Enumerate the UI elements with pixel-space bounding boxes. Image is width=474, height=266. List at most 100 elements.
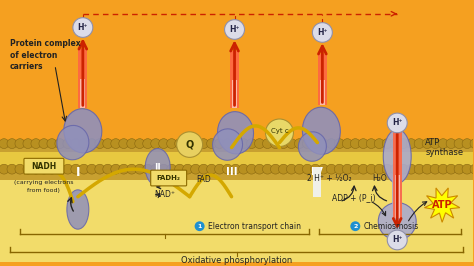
Circle shape — [238, 164, 248, 174]
Circle shape — [438, 164, 448, 174]
Circle shape — [55, 139, 65, 148]
Ellipse shape — [218, 112, 254, 154]
Circle shape — [278, 164, 289, 174]
Text: Q: Q — [185, 140, 194, 149]
Text: Protein complex
of electron
carriers: Protein complex of electron carriers — [10, 39, 81, 71]
Circle shape — [223, 139, 233, 148]
Circle shape — [47, 164, 57, 174]
Bar — [0, 177, 473, 262]
Circle shape — [406, 139, 416, 148]
Circle shape — [143, 139, 153, 148]
Circle shape — [470, 139, 474, 148]
Circle shape — [334, 139, 344, 148]
Text: IV: IV — [311, 167, 323, 177]
Circle shape — [215, 164, 225, 174]
Circle shape — [182, 139, 192, 148]
Circle shape — [390, 139, 400, 148]
Circle shape — [278, 139, 289, 148]
Circle shape — [199, 164, 209, 174]
Circle shape — [454, 139, 464, 148]
Text: (carrying electrons: (carrying electrons — [14, 180, 73, 185]
Circle shape — [7, 139, 17, 148]
Circle shape — [350, 139, 360, 148]
Circle shape — [334, 164, 344, 174]
Circle shape — [350, 164, 360, 174]
Text: H⁺: H⁺ — [392, 235, 402, 244]
Circle shape — [195, 221, 205, 231]
Text: I: I — [75, 166, 80, 178]
Circle shape — [23, 164, 33, 174]
Circle shape — [255, 164, 264, 174]
Circle shape — [310, 164, 320, 174]
Circle shape — [215, 139, 225, 148]
Text: III: III — [226, 167, 237, 177]
Circle shape — [255, 139, 264, 148]
Circle shape — [238, 139, 248, 148]
Circle shape — [302, 164, 312, 174]
Circle shape — [382, 164, 392, 174]
Circle shape — [374, 164, 384, 174]
Circle shape — [79, 164, 89, 174]
Circle shape — [366, 139, 376, 148]
Circle shape — [422, 164, 432, 174]
Text: NADH: NADH — [31, 162, 56, 171]
Text: from food): from food) — [27, 188, 60, 193]
Circle shape — [103, 139, 113, 148]
Circle shape — [31, 139, 41, 148]
Circle shape — [414, 139, 424, 148]
Circle shape — [87, 139, 97, 148]
Ellipse shape — [64, 109, 102, 153]
Bar — [0, 141, 473, 152]
Bar — [0, 152, 473, 172]
Text: II: II — [155, 163, 161, 172]
Circle shape — [327, 139, 337, 148]
Bar — [392, 177, 402, 211]
Text: FAD: FAD — [197, 176, 211, 185]
FancyBboxPatch shape — [24, 158, 64, 174]
Polygon shape — [424, 188, 460, 222]
Circle shape — [111, 139, 121, 148]
Bar — [80, 79, 85, 108]
Circle shape — [111, 164, 121, 174]
Circle shape — [358, 164, 368, 174]
Circle shape — [207, 139, 217, 148]
Circle shape — [462, 164, 472, 174]
Circle shape — [182, 164, 192, 174]
Circle shape — [430, 139, 440, 148]
Circle shape — [387, 113, 407, 133]
Circle shape — [406, 164, 416, 174]
Text: Electron transport chain: Electron transport chain — [208, 222, 301, 231]
Circle shape — [127, 139, 137, 148]
Circle shape — [79, 139, 89, 148]
Circle shape — [63, 139, 73, 148]
Text: FADH₂: FADH₂ — [157, 175, 181, 181]
Circle shape — [23, 139, 33, 148]
Circle shape — [342, 164, 352, 174]
Bar — [318, 54, 327, 105]
Circle shape — [319, 164, 328, 174]
Circle shape — [95, 164, 105, 174]
Circle shape — [327, 164, 337, 174]
Text: Chemiosmosis: Chemiosmosis — [363, 222, 419, 231]
Circle shape — [414, 164, 424, 174]
Circle shape — [127, 164, 137, 174]
Circle shape — [87, 164, 97, 174]
Circle shape — [398, 164, 408, 174]
Circle shape — [63, 164, 73, 174]
Circle shape — [350, 221, 360, 231]
Bar — [320, 80, 325, 105]
Circle shape — [302, 139, 312, 148]
Circle shape — [286, 164, 296, 174]
Circle shape — [73, 18, 93, 38]
Circle shape — [7, 164, 17, 174]
Circle shape — [294, 164, 304, 174]
Circle shape — [312, 23, 332, 42]
Circle shape — [382, 139, 392, 148]
Circle shape — [390, 164, 400, 174]
Circle shape — [319, 139, 328, 148]
Circle shape — [174, 139, 185, 148]
Text: Cyt c: Cyt c — [271, 128, 288, 134]
Ellipse shape — [299, 132, 327, 161]
Circle shape — [446, 164, 456, 174]
Bar — [0, 172, 473, 180]
